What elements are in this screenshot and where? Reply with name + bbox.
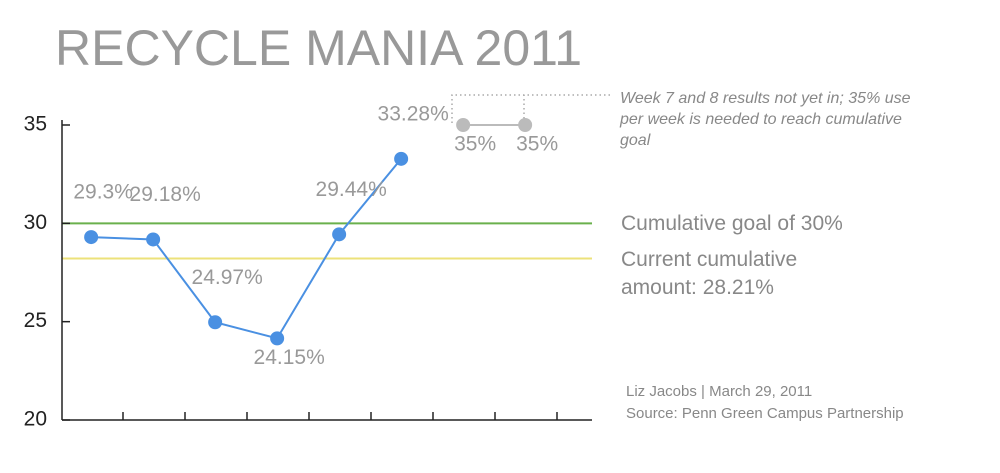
data-label: 33.28% bbox=[378, 102, 449, 125]
data-point bbox=[84, 230, 99, 245]
data-point bbox=[332, 227, 347, 242]
reference-label: Current cumulative amount: 28.21% bbox=[621, 247, 798, 299]
source: Source: Penn Green Campus Partnership bbox=[626, 405, 904, 422]
data-point bbox=[270, 331, 285, 346]
data-point bbox=[208, 315, 223, 330]
annotation: Week 7 and 8 results not yet in; 35% use… bbox=[620, 90, 911, 149]
y-tick-label: 25 bbox=[24, 309, 47, 332]
data-label: 35% bbox=[516, 133, 558, 156]
credit: Liz Jacobs | March 29, 2011 bbox=[626, 383, 813, 400]
data-point bbox=[456, 118, 471, 132]
y-tick-label: 30 bbox=[24, 211, 47, 234]
data-label: 29.18% bbox=[130, 183, 201, 206]
y-tick-label: 35 bbox=[24, 113, 47, 136]
data-point bbox=[394, 151, 409, 166]
series-line bbox=[91, 158, 402, 340]
data-label: 29.3% bbox=[73, 181, 133, 204]
data-label: 29.44% bbox=[316, 178, 387, 201]
data-point bbox=[518, 118, 533, 132]
data-point bbox=[146, 232, 161, 247]
bracket bbox=[451, 94, 612, 123]
data-label: 24.15% bbox=[254, 346, 325, 369]
reference-label: Cumulative goal of 30% bbox=[621, 212, 843, 236]
data-label: 35% bbox=[454, 133, 496, 156]
y-tick-label: 20 bbox=[24, 408, 47, 431]
chart-title: RECYCLE MANIA 2011 bbox=[55, 20, 582, 76]
data-label: 24.97% bbox=[192, 266, 263, 289]
